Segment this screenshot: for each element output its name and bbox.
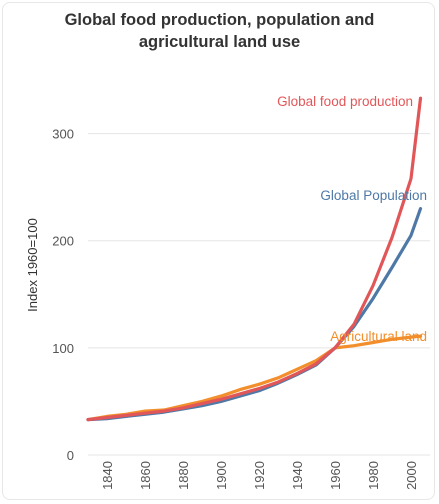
x-tick-label-1960: 1960 (328, 461, 343, 490)
x-tick-label-1940: 1940 (290, 461, 305, 490)
series-line-food-production (86, 96, 423, 422)
series-label-population: Global Population (320, 188, 427, 203)
x-tick-label-1920: 1920 (252, 461, 267, 490)
y-tick-label-200: 200 (52, 234, 74, 249)
x-tick-label-1980: 1980 (366, 461, 381, 490)
y-tick-label-0: 0 (67, 448, 74, 463)
x-tick-label-1840: 1840 (100, 461, 115, 490)
x-axis-ticks: 1840 1860 1880 1900 1920 1940 1960 1980 2000 (100, 461, 419, 490)
series-lines (86, 96, 423, 422)
y-tick-label-300: 300 (52, 127, 74, 142)
series-line-agricultural-land (86, 334, 423, 422)
gridlines (88, 133, 430, 456)
x-tick-label-1880: 1880 (176, 461, 191, 490)
series-labels: Global food production Global Population A… (277, 94, 427, 344)
x-tick-label-1900: 1900 (214, 461, 229, 490)
series-label-agricultural-land: Agricultural land (330, 329, 427, 344)
y-tick-label-100: 100 (52, 341, 74, 356)
series-label-food-production: Global food production (277, 94, 413, 109)
y-axis-ticks: 0 100 200 300 (52, 127, 74, 463)
chart-card (2, 2, 435, 500)
chart-title: Global food production, population and ag… (64, 11, 375, 51)
x-tick-label-1860: 1860 (138, 461, 153, 490)
y-axis-label: Index 1960=100 (25, 218, 40, 312)
x-tick-label-2000: 2000 (404, 461, 419, 490)
